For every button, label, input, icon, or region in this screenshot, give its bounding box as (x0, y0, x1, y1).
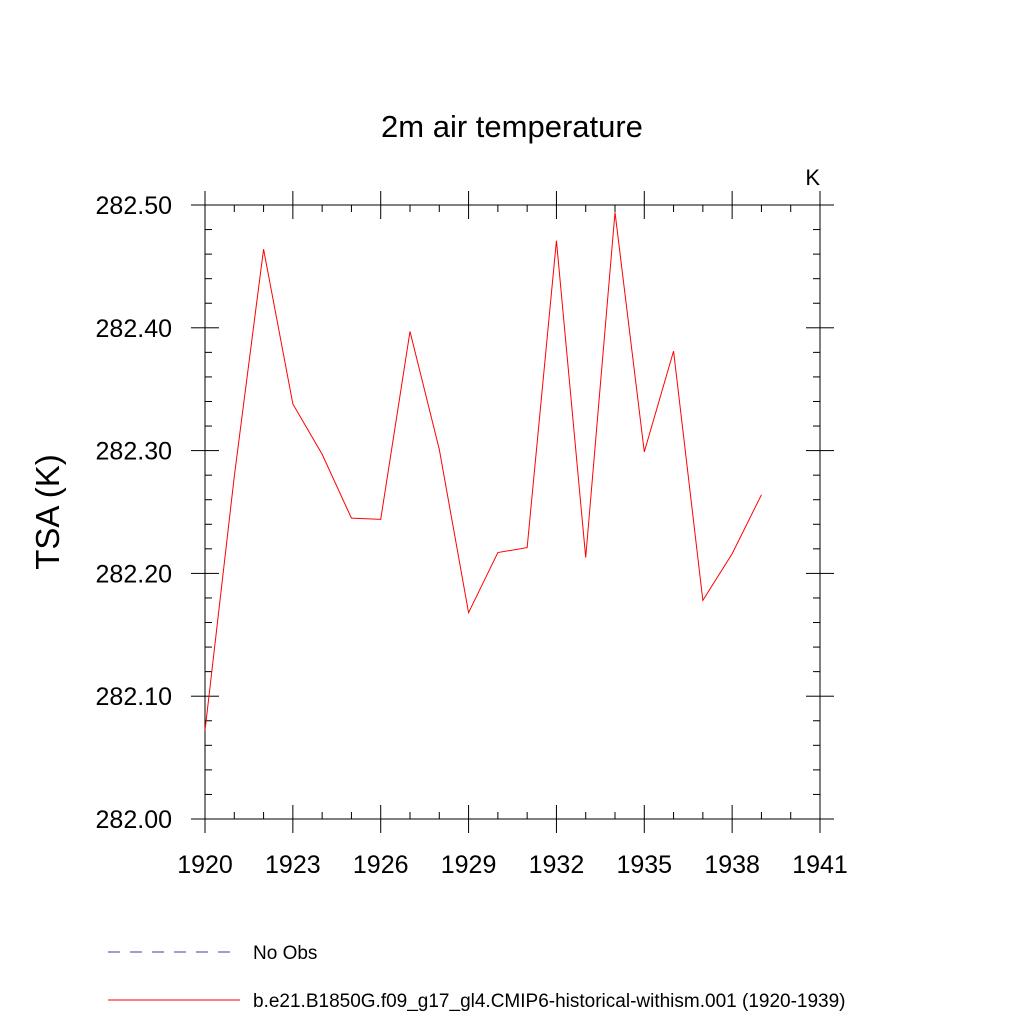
x-tick-label: 1920 (177, 851, 233, 879)
y-tick-label: 282.40 (96, 315, 172, 343)
x-tick-label: 1929 (441, 851, 497, 879)
axis-ticks (191, 191, 834, 833)
x-tick-label: 1926 (353, 851, 409, 879)
legend-label: b.e21.B1850G.f09_g17_gl4.CMIP6-historica… (253, 991, 846, 1012)
y-tick-label: 282.20 (96, 560, 172, 588)
chart-title: 2m air temperature (381, 109, 643, 144)
units-label: K (805, 165, 820, 190)
x-tick-label: 1932 (529, 851, 585, 879)
legend: No Obs b.e21.B1850G.f09_g17_gl4.CMIP6-his… (108, 943, 846, 1012)
legend-label: No Obs (253, 943, 317, 964)
y-tick-label: 282.00 (96, 806, 172, 834)
y-axis-label: TSA (K) (29, 454, 66, 570)
x-tick-label: 1938 (704, 851, 760, 879)
x-tick-label: 1941 (792, 851, 848, 879)
y-tick-label: 282.10 (96, 683, 172, 711)
y-tick-label: 282.30 (96, 438, 172, 466)
x-tick-label: 1935 (616, 851, 672, 879)
y-tick-label: 282.50 (96, 192, 172, 220)
x-tick-label: 1923 (265, 851, 321, 879)
series-line (205, 212, 761, 730)
plot-frame (205, 205, 820, 819)
tick-labels: 1920 1923 1926 1929 1932 1935 1938 1941 282.00 28… (96, 192, 848, 879)
series-layer (205, 212, 761, 730)
